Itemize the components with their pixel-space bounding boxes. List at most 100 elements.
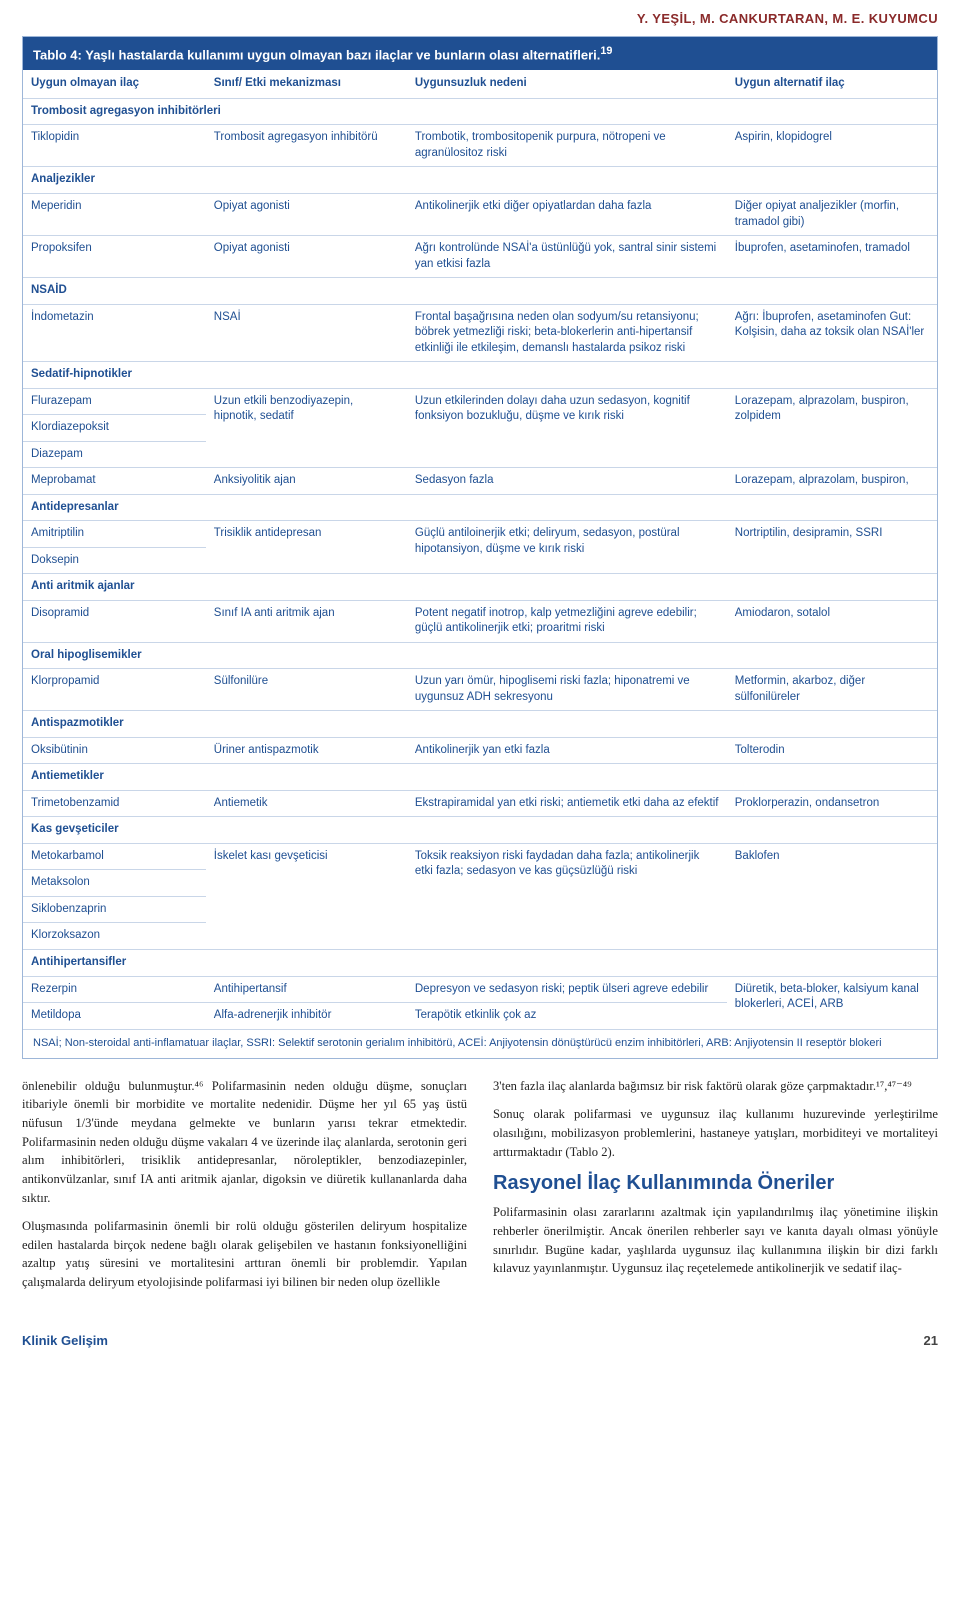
- table-section: Antidepresanlar: [23, 494, 937, 521]
- footer-journal: Klinik Gelişim: [22, 1332, 108, 1350]
- table-title-text: Tablo 4: Yaşlı hastalarda kullanımı uygu…: [33, 47, 600, 62]
- cell-reason: Terapötik etkinlik çok az: [407, 1003, 727, 1030]
- cell-alternative: Nortriptilin, desipramin, SSRI: [727, 521, 937, 574]
- table-row: Metokarbamolİskelet kası gevşeticisiToks…: [23, 843, 937, 870]
- cell-alternative: Aspirin, klopidogrel: [727, 125, 937, 167]
- left-column: önlenebilir olduğu bulunmuştur.⁴⁶ Polifa…: [22, 1077, 467, 1302]
- cell-mechanism: Anksiyolitik ajan: [206, 468, 407, 495]
- cell-reason: Uzun etkilerinden dolayı daha uzun sedas…: [407, 388, 727, 468]
- cell-drug: Metaksolon: [23, 870, 206, 897]
- col-mechanism: Sınıf/ Etki mekanizması: [206, 70, 407, 98]
- section-heading: Rasyonel İlaç Kullanımında Öneriler: [493, 1171, 938, 1195]
- table-section: Antihipertansifler: [23, 949, 937, 976]
- table-section: Oral hipoglisemikler: [23, 642, 937, 669]
- cell-reason: Potent negatif inotrop, kalp yetmezliğin…: [407, 600, 727, 642]
- cell-drug: Propoksifen: [23, 236, 206, 278]
- cell-drug: Doksepin: [23, 547, 206, 574]
- table-section: Sedatif-hipnotikler: [23, 362, 937, 389]
- right-p3: Polifarmasinin olası zararlarını azaltma…: [493, 1203, 938, 1278]
- cell-drug: Klorpropamid: [23, 669, 206, 711]
- cell-mechanism: Uzun etkili benzodiyazepin, hipnotik, se…: [206, 388, 407, 468]
- cell-drug: Metokarbamol: [23, 843, 206, 870]
- drug-table-container: Tablo 4: Yaşlı hastalarda kullanımı uygu…: [22, 36, 938, 1059]
- cell-mechanism: İskelet kası gevşeticisi: [206, 843, 407, 949]
- page-authors: Y. YEŞİL, M. CANKURTARAN, M. E. KUYUMCU: [0, 0, 960, 36]
- cell-mechanism: Trombosit agregasyon inhibitörü: [206, 125, 407, 167]
- cell-reason: Frontal başağrısına neden olan sodyum/su…: [407, 304, 727, 362]
- col-alternative: Uygun alternatif ilaç: [727, 70, 937, 98]
- cell-drug: Disopramid: [23, 600, 206, 642]
- cell-mechanism: Opiyat agonisti: [206, 194, 407, 236]
- cell-reason: Ekstrapiramidal yan etki riski; antiemet…: [407, 790, 727, 817]
- cell-drug: Klorzoksazon: [23, 923, 206, 950]
- left-p1: önlenebilir olduğu bulunmuştur.⁴⁶ Polifa…: [22, 1077, 467, 1207]
- cell-alternative: Metformin, akarboz, diğer sülfonilüreler: [727, 669, 937, 711]
- cell-reason: Uzun yarı ömür, hipoglisemi riski fazla;…: [407, 669, 727, 711]
- cell-drug: Flurazepam: [23, 388, 206, 415]
- table-title: Tablo 4: Yaşlı hastalarda kullanımı uygu…: [23, 37, 937, 71]
- table-title-sup: 19: [600, 45, 612, 57]
- cell-drug: Klordiazepoksit: [23, 415, 206, 442]
- cell-alternative: İbuprofen, asetaminofen, tramadol: [727, 236, 937, 278]
- left-p2: Oluşmasında polifarmasinin önemli bir ro…: [22, 1217, 467, 1292]
- cell-reason: Trombotik, trombositopenik purpura, nötr…: [407, 125, 727, 167]
- table-row: TrimetobenzamidAntiemetikEkstrapiramidal…: [23, 790, 937, 817]
- table-section: NSAİD: [23, 278, 937, 305]
- cell-drug: Trimetobenzamid: [23, 790, 206, 817]
- cell-alternative: Lorazepam, alprazolam, buspiron,: [727, 468, 937, 495]
- cell-mechanism: Antiemetik: [206, 790, 407, 817]
- cell-reason: Güçlü antiloinerjik etki; deliryum, seda…: [407, 521, 727, 574]
- table-row: AmitriptilinTrisiklik antidepresanGüçlü …: [23, 521, 937, 548]
- drug-table: Uygun olmayan ilaç Sınıf/ Etki mekanizma…: [23, 70, 937, 1029]
- cell-mechanism: NSAİ: [206, 304, 407, 362]
- cell-mechanism: Antihipertansif: [206, 976, 407, 1003]
- table-row: İndometazinNSAİFrontal başağrısına neden…: [23, 304, 937, 362]
- table-section: Anti aritmik ajanlar: [23, 574, 937, 601]
- cell-reason: Depresyon ve sedasyon riski; peptik ülse…: [407, 976, 727, 1003]
- cell-mechanism: Sınıf IA anti aritmik ajan: [206, 600, 407, 642]
- cell-alternative: Amiodaron, sotalol: [727, 600, 937, 642]
- col-reason: Uygunsuzluk nedeni: [407, 70, 727, 98]
- footer-page-number: 21: [924, 1332, 938, 1350]
- cell-reason: Ağrı kontrolünde NSAİ'a üstünlüğü yok, s…: [407, 236, 727, 278]
- cell-mechanism: Alfa-adrenerjik inhibitör: [206, 1003, 407, 1030]
- col-drug: Uygun olmayan ilaç: [23, 70, 206, 98]
- cell-drug: Tiklopidin: [23, 125, 206, 167]
- cell-drug: Siklobenzaprin: [23, 896, 206, 923]
- table-row: RezerpinAntihipertansifDepresyon ve seda…: [23, 976, 937, 1003]
- cell-reason: Sedasyon fazla: [407, 468, 727, 495]
- cell-alternative: Baklofen: [727, 843, 937, 949]
- cell-drug: Amitriptilin: [23, 521, 206, 548]
- table-row: FlurazepamUzun etkili benzodiyazepin, hi…: [23, 388, 937, 415]
- table-section: Antiemetikler: [23, 764, 937, 791]
- page-footer: Klinik Gelişim 21: [0, 1332, 960, 1364]
- cell-mechanism: Trisiklik antidepresan: [206, 521, 407, 574]
- cell-alternative: Lorazepam, alprazolam, buspiron, zolpide…: [727, 388, 937, 468]
- cell-alternative: Diüretik, beta-bloker, kalsiyum kanal bl…: [727, 976, 937, 1029]
- cell-mechanism: Sülfonilüre: [206, 669, 407, 711]
- table-row: OksibütininÜriner antispazmotikAntikolin…: [23, 737, 937, 764]
- cell-alternative: Tolterodin: [727, 737, 937, 764]
- cell-alternative: Proklorperazin, ondansetron: [727, 790, 937, 817]
- body-columns: önlenebilir olduğu bulunmuştur.⁴⁶ Polifa…: [0, 1077, 960, 1332]
- table-footnote: NSAİ; Non-steroidal anti-inflamatuar ila…: [23, 1030, 937, 1058]
- right-p1: 3'ten fazla ilaç alanlarda bağımsız bir …: [493, 1077, 938, 1096]
- cell-drug: Meprobamat: [23, 468, 206, 495]
- table-row: TiklopidinTrombosit agregasyon inhibitör…: [23, 125, 937, 167]
- table-row: MeprobamatAnksiyolitik ajanSedasyon fazl…: [23, 468, 937, 495]
- cell-drug: Rezerpin: [23, 976, 206, 1003]
- right-column: 3'ten fazla ilaç alanlarda bağımsız bir …: [493, 1077, 938, 1302]
- table-section: Trombosit agregasyon inhibitörleri: [23, 98, 937, 125]
- table-row: KlorpropamidSülfonilüreUzun yarı ömür, h…: [23, 669, 937, 711]
- table-section: Kas gevşeticiler: [23, 817, 937, 844]
- cell-reason: Antikolinerjik yan etki fazla: [407, 737, 727, 764]
- cell-alternative: Diğer opiyat analjezikler (morfin, trama…: [727, 194, 937, 236]
- cell-drug: Meperidin: [23, 194, 206, 236]
- cell-mechanism: Üriner antispazmotik: [206, 737, 407, 764]
- cell-alternative: Ağrı: İbuprofen, asetaminofen Gut: Kolşi…: [727, 304, 937, 362]
- cell-drug: Diazepam: [23, 441, 206, 468]
- right-p2: Sonuç olarak polifarmasi ve uygunsuz ila…: [493, 1105, 938, 1161]
- cell-mechanism: Opiyat agonisti: [206, 236, 407, 278]
- cell-drug: Metildopa: [23, 1003, 206, 1030]
- cell-reason: Toksik reaksiyon riski faydadan daha faz…: [407, 843, 727, 949]
